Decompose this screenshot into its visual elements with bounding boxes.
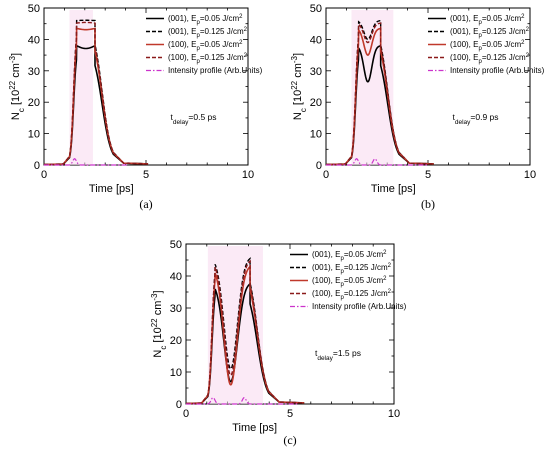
x-axis-title: Time [ps] bbox=[89, 183, 134, 195]
y-tick-label: 50 bbox=[170, 239, 182, 251]
x-axis-title: Time [ps] bbox=[371, 183, 416, 195]
x-tick-label: 10 bbox=[524, 169, 536, 181]
x-tick-label: 5 bbox=[143, 169, 149, 181]
y-tick-label: 50 bbox=[310, 3, 322, 15]
y-axis-title: Nc [1022 cm-3] bbox=[8, 53, 26, 120]
legend-entry: (100), Ep=0.05 J/cm2 bbox=[450, 40, 525, 52]
series-line-2 bbox=[325, 19, 434, 166]
series-line-4 bbox=[185, 259, 305, 405]
series-line-5 bbox=[326, 158, 428, 166]
y-tick-label: 20 bbox=[170, 335, 182, 347]
series-line-3 bbox=[185, 264, 305, 405]
legend-entry: (100), Ep=0.125 J/cm2 bbox=[312, 289, 392, 301]
x-tick-label: 5 bbox=[425, 169, 431, 181]
y-tick-label: 0 bbox=[34, 160, 40, 172]
legend-entry: Intensity profile (Arb.Units) bbox=[312, 302, 407, 311]
y-tick-label: 10 bbox=[170, 367, 182, 379]
series-line-4 bbox=[43, 21, 149, 166]
legend-entry: (001), Ep=0.05 J/cm2 bbox=[312, 250, 387, 262]
legend-entry: (001), Ep=0.05 J/cm2 bbox=[450, 14, 525, 26]
y-tick-label: 0 bbox=[176, 399, 182, 411]
y-tick-label: 40 bbox=[310, 34, 322, 46]
series-line-5 bbox=[186, 396, 299, 405]
x-tick-label: 0 bbox=[323, 169, 329, 181]
y-tick-label: 40 bbox=[170, 271, 182, 283]
y-tick-label: 10 bbox=[28, 129, 40, 141]
panel-label: (b) bbox=[421, 197, 435, 211]
legend-entry: (100), Ep=0.125 J/cm2 bbox=[168, 53, 248, 65]
y-tick-label: 20 bbox=[310, 97, 322, 109]
panel-label: (a) bbox=[139, 197, 152, 211]
legend-entry: (100), Ep=0.05 J/cm2 bbox=[312, 276, 387, 288]
chart-panel-1: 0 5 10 0 10 20 30 40 50 Time [ps] Nc [1022 cm-3] (0… bbox=[8, 3, 263, 211]
legend-entry: (001), Ep=0.125 J/cm2 bbox=[312, 263, 392, 275]
x-tick-label: 10 bbox=[388, 408, 400, 420]
x-tick-label: 10 bbox=[242, 169, 254, 181]
legend-entry: (100), Ep=0.125 J/cm2 bbox=[450, 53, 530, 65]
y-axis-title: Nc [1022 cm-3] bbox=[150, 290, 168, 357]
series-line-1 bbox=[43, 44, 149, 166]
y-axis-title: Nc [1022 cm-3] bbox=[290, 53, 308, 120]
legend-entry: Intensity profile (Arb.Units) bbox=[450, 66, 545, 75]
series-line-4 bbox=[325, 22, 434, 166]
legend-entry: (001), Ep=0.05 J/cm2 bbox=[168, 14, 243, 26]
legend-entry: Intensity profile (Arb.Units) bbox=[168, 66, 263, 75]
y-tick-label: 30 bbox=[170, 303, 182, 315]
delay-annotation: tdelay=1.5 ps bbox=[315, 348, 361, 362]
y-tick-label: 30 bbox=[28, 66, 40, 78]
chart-panel-3: 0 5 10 0 10 20 30 40 50 Time [ps] Nc [1022 cm-3] (0… bbox=[150, 239, 407, 447]
x-tick-label: 0 bbox=[183, 408, 189, 420]
y-tick-label: 0 bbox=[316, 160, 322, 172]
series-line-2 bbox=[43, 19, 149, 166]
legend-entry: (001), Ep=0.125 J/cm2 bbox=[168, 27, 248, 39]
y-tick-label: 20 bbox=[28, 97, 40, 109]
x-tick-label: 0 bbox=[41, 169, 47, 181]
y-tick-label: 30 bbox=[310, 66, 322, 78]
panel-label: (c) bbox=[283, 433, 296, 447]
series-line-1 bbox=[325, 44, 434, 166]
delay-annotation: tdelay=0.9 ps bbox=[452, 112, 498, 126]
x-tick-label: 5 bbox=[287, 408, 293, 420]
y-tick-label: 10 bbox=[310, 129, 322, 141]
y-tick-label: 40 bbox=[28, 34, 40, 46]
delay-annotation: tdelay=0.5 ps bbox=[170, 112, 216, 126]
legend-entry: (100), Ep=0.05 J/cm2 bbox=[168, 40, 243, 52]
y-tick-label: 50 bbox=[28, 3, 40, 15]
pulse-shading bbox=[69, 10, 93, 165]
x-axis-title: Time [ps] bbox=[232, 422, 277, 434]
legend-entry: (001), Ep=0.125 J/cm2 bbox=[450, 27, 530, 39]
series-line-5 bbox=[44, 158, 128, 166]
chart-panel-2: 0 5 10 0 10 20 30 40 50 Time [ps] Nc [1022 cm-3] (0… bbox=[290, 3, 545, 211]
